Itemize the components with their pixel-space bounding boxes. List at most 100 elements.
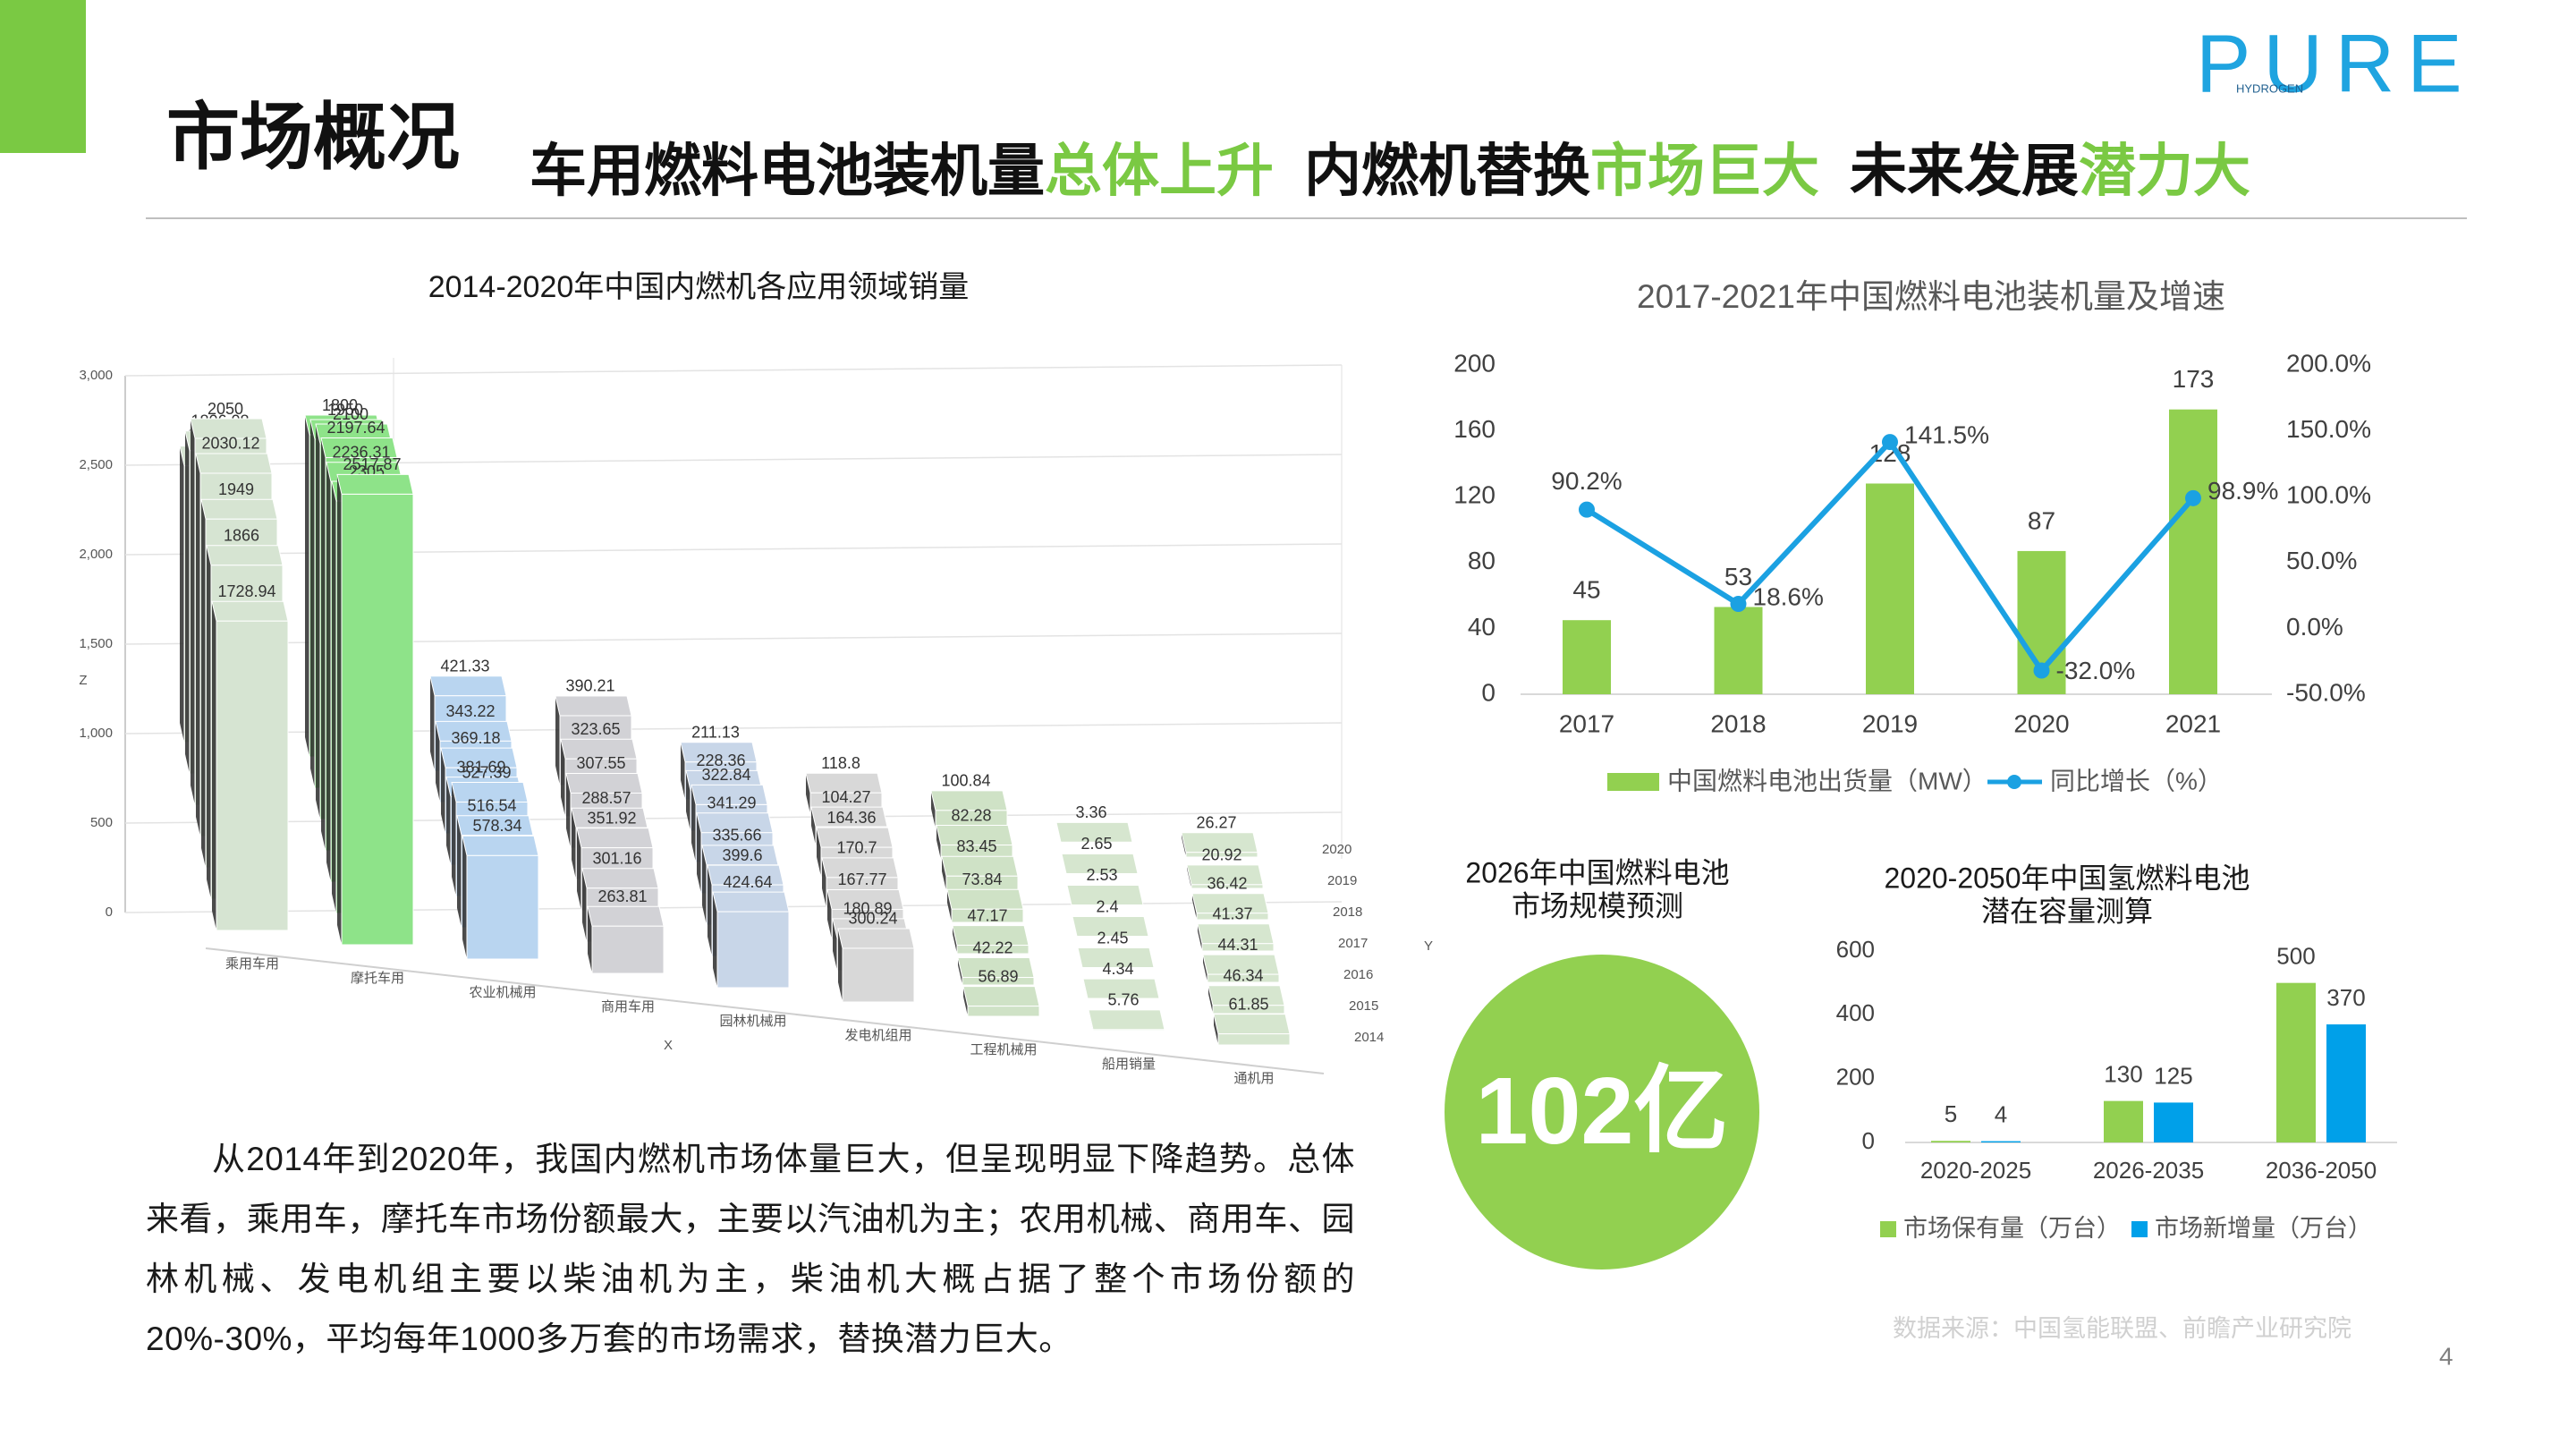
data-label: 300.24: [848, 910, 897, 928]
data-label: 421.33: [440, 657, 489, 675]
bar-side: [582, 868, 587, 942]
bar-face: [1071, 904, 1144, 906]
data-label: 2.53: [1086, 866, 1117, 884]
bar-face: [341, 493, 414, 946]
data-label: 2197.64: [326, 419, 385, 437]
bar-side: [942, 856, 946, 891]
forecast-value: 102亿: [1476, 1058, 1729, 1164]
bar3d: [1191, 893, 1269, 921]
bar-face: [1060, 841, 1133, 844]
y2-tick-label: 100.0%: [2286, 481, 2371, 509]
bar3d: [462, 835, 539, 960]
bar-side: [332, 481, 336, 913]
y-tick-label: 2014: [1354, 1030, 1384, 1045]
bar-face: [216, 620, 289, 931]
bar-face: [1207, 973, 1280, 983]
z-tick-label: 2,500: [79, 457, 113, 472]
subtitle-part: 未来发展: [1850, 139, 2079, 203]
bar-face: [842, 947, 915, 1003]
bar-side: [566, 773, 571, 848]
data-label: 125: [2154, 1062, 2192, 1089]
y-tick-label: 120: [1453, 481, 1496, 509]
bar-side: [713, 892, 717, 988]
bar-side: [947, 889, 952, 922]
bar3d: [1186, 864, 1264, 889]
data-label: 73.84: [962, 870, 1002, 888]
data-label: 41.37: [1212, 904, 1252, 922]
data-label: 2100: [333, 405, 369, 423]
data-label: 130: [2104, 1061, 2142, 1088]
y-tick-label: 0: [1862, 1127, 1875, 1154]
x-tick-label: 2036-2050: [2266, 1157, 2377, 1184]
bar-side: [201, 499, 206, 868]
bar-side: [180, 446, 184, 743]
bar-side: [953, 925, 957, 954]
data-label: 2.45: [1097, 929, 1128, 947]
data-label: 20.92: [1201, 846, 1241, 864]
data-label: 18.6%: [1753, 582, 1824, 610]
data-label: 61.85: [1228, 995, 1268, 1013]
y-tick-label: 40: [1468, 613, 1496, 641]
y-tick-label: 2017: [1338, 936, 1368, 951]
forecast-title: 2026年中国燃料电池: [1465, 856, 1729, 888]
chart-title: 潜在容量测算: [1981, 895, 2153, 927]
data-label: 2517.87: [343, 455, 401, 473]
legend-swatch: [2131, 1221, 2148, 1237]
bar-face: [1217, 1033, 1291, 1046]
y-tick-label: 200: [1836, 1064, 1875, 1091]
y-tick-label: 2019: [1327, 873, 1357, 888]
data-label: 323.65: [571, 720, 620, 738]
bar-face: [956, 945, 1030, 955]
bar3d: [952, 925, 1030, 955]
y-axis-label: Y: [1424, 938, 1433, 954]
legend-label: 同比增长（%）: [2050, 767, 2223, 794]
bar-side: [457, 815, 462, 928]
bar-face: [1092, 1029, 1165, 1032]
bar-side: [337, 474, 342, 945]
bar-side: [931, 790, 936, 828]
bar-side: [691, 785, 696, 862]
bar: [2276, 982, 2316, 1142]
legend-label: 中国燃料电池出货量（MW）: [1667, 767, 1987, 794]
x-tick-label: 发电机组用: [844, 1028, 911, 1043]
bar3d: [930, 790, 1008, 829]
data-label: 424.64: [723, 873, 772, 891]
data-label: 341.29: [707, 794, 756, 811]
bar-top: [587, 905, 665, 927]
bar-top: [581, 868, 659, 889]
data-label: 56.89: [978, 967, 1018, 985]
bar-side: [817, 828, 821, 877]
data-label: 2030.12: [201, 435, 259, 453]
x-tick-label: 2020-2025: [1920, 1157, 2031, 1184]
logo-tagline: HYDROGEN: [2236, 81, 2303, 95]
data-label: 98.9%: [2207, 477, 2278, 505]
data-label: 46.34: [1223, 966, 1263, 984]
subtitle-part: 车用燃料电池装机量: [530, 139, 1045, 203]
bar3d: [336, 473, 414, 946]
bar-face: [1185, 852, 1258, 858]
bar-side: [326, 462, 331, 882]
bar-side: [207, 545, 211, 899]
data-label: 118.8: [821, 754, 860, 772]
data-label: 381.69: [456, 758, 505, 776]
data-label: 83.45: [956, 837, 996, 855]
bar3d: [1066, 884, 1144, 906]
bar3d: [211, 600, 289, 931]
subtitle-part: 潜力大: [2079, 139, 2250, 203]
data-label: 516.54: [467, 796, 516, 814]
data-label: 44.31: [1217, 936, 1258, 954]
bar3d: [1208, 985, 1285, 1015]
bar-side: [436, 721, 440, 802]
x-tick-label: 园林机械用: [719, 1014, 786, 1029]
x-tick-label: 商用车用: [601, 999, 655, 1015]
data-label: 399.6: [722, 846, 762, 864]
bar-side: [697, 812, 701, 894]
bar3d: [587, 905, 665, 974]
floor-edge: [205, 947, 1325, 1074]
bar-side: [708, 865, 712, 956]
data-label: 164.36: [826, 809, 876, 827]
bar3d: [1088, 1009, 1165, 1032]
bar-top: [576, 828, 654, 849]
bar-side: [833, 918, 837, 971]
data-label: 578.34: [472, 817, 521, 835]
